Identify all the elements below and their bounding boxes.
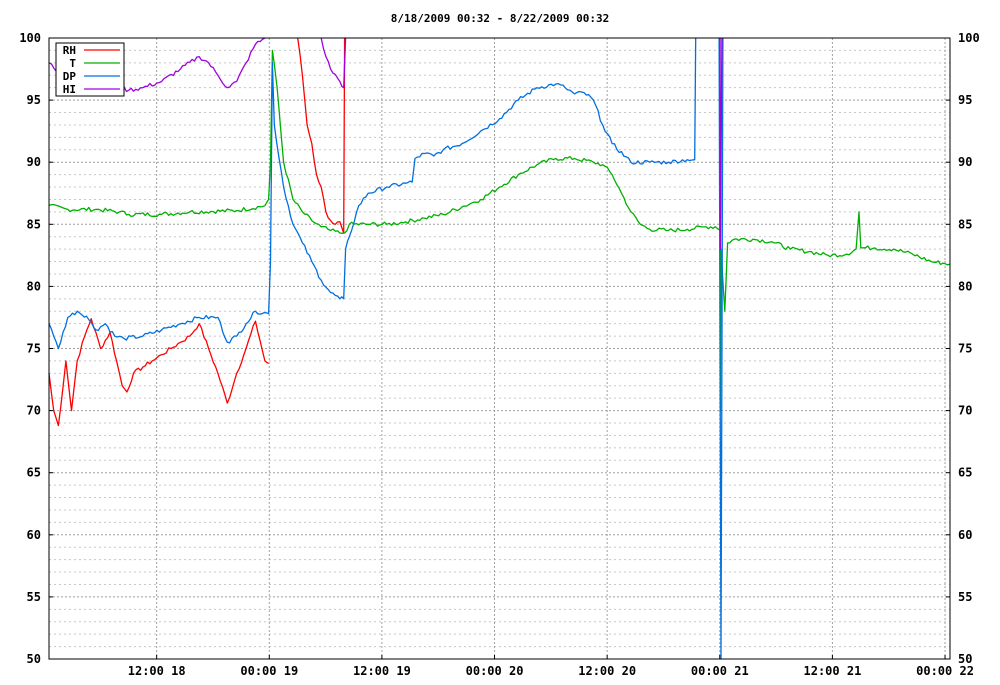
y-tick-label-right: 85 (958, 217, 972, 231)
x-tick-label: 00:00 20 (466, 664, 524, 678)
x-tick-label: 12:00 19 (353, 664, 411, 678)
y-tick-label-left: 100 (19, 31, 41, 45)
y-tick-label-left: 60 (27, 528, 41, 542)
y-tick-label-left: 75 (27, 342, 41, 356)
legend-box (55, 42, 125, 97)
y-tick-label-right: 95 (958, 93, 972, 107)
y-tick-label-right: 90 (958, 155, 972, 169)
y-tick-label-left: 80 (27, 279, 41, 293)
x-tick-label: 00:00 22 (916, 664, 974, 678)
x-tick-label: 00:00 21 (691, 664, 749, 678)
x-tick-label: 12:00 18 (128, 664, 186, 678)
y-tick-label-right: 55 (958, 590, 972, 604)
grid (49, 38, 950, 659)
y-tick-label-left: 55 (27, 590, 41, 604)
series-layer (48, 37, 951, 660)
legend-label-dp: DP (63, 70, 77, 83)
y-tick-label-right: 80 (958, 279, 972, 293)
y-tick-label-right: 75 (958, 342, 972, 356)
y-tick-label-left: 70 (27, 404, 41, 418)
legend-label-t: T (69, 57, 76, 70)
y-tick-label-left: 65 (27, 466, 41, 480)
y-tick-label-right: 70 (958, 404, 972, 418)
y-tick-label-left: 95 (27, 93, 41, 107)
x-tick-label: 12:00 21 (804, 664, 862, 678)
x-tick-label: 00:00 19 (240, 664, 298, 678)
chart-title: 8/18/2009 00:32 - 8/22/2009 00:32 (391, 12, 610, 25)
y-tick-label-left: 85 (27, 217, 41, 231)
y-tick-label-right: 60 (958, 528, 972, 542)
series-t-line (48, 49, 951, 412)
y-tick-label-right: 100 (958, 31, 980, 45)
x-tick-label: 12:00 20 (578, 664, 636, 678)
series-rh-line (48, 37, 346, 427)
axis-ticks: 50 50 55 55 60 60 65 65 70 70 75 75 80 80 85 85 90 90 95 95… (19, 31, 979, 678)
y-tick-label-right: 65 (958, 466, 972, 480)
y-tick-label-right: 50 (958, 652, 972, 666)
y-tick-label-left: 50 (27, 652, 41, 666)
legend-label-rh: RH (63, 44, 76, 57)
legend-label-hi: HI (63, 83, 76, 96)
y-tick-label-left: 90 (27, 155, 41, 169)
